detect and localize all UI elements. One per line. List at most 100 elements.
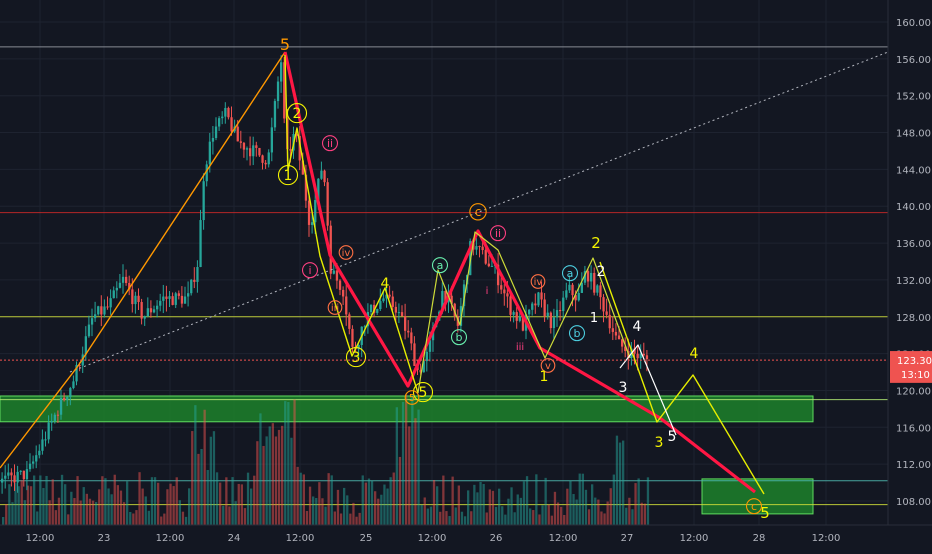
candle-body xyxy=(214,126,218,139)
candle-body xyxy=(397,312,401,314)
wave-label: iii xyxy=(516,342,524,353)
volume-bar xyxy=(457,485,460,525)
volume-bar xyxy=(212,431,216,525)
volume-bar xyxy=(473,484,476,525)
volume-bar xyxy=(122,502,126,525)
candle-body xyxy=(462,284,466,307)
candle-body xyxy=(128,282,131,290)
wave-label-circle xyxy=(450,329,468,346)
candle-body xyxy=(276,81,280,102)
candle-body xyxy=(633,348,636,354)
volume-bar xyxy=(215,472,219,525)
candle-body xyxy=(50,420,53,423)
candle-body xyxy=(221,116,224,119)
volume-bar xyxy=(463,516,467,525)
volume-bar xyxy=(91,500,95,525)
candle-body xyxy=(404,316,407,331)
volume-bar xyxy=(560,506,563,525)
candle-body xyxy=(444,291,447,303)
volume-bar xyxy=(141,488,144,525)
volume-bar xyxy=(423,497,426,525)
time-tick-label: 12:00 xyxy=(26,533,55,544)
candle-body xyxy=(236,126,239,142)
candle-body xyxy=(487,263,490,267)
volume-bar xyxy=(370,480,374,525)
wave-label: a xyxy=(437,259,444,272)
candle-body xyxy=(590,272,593,282)
volume-bar xyxy=(107,488,110,525)
candle-body xyxy=(521,316,525,331)
volume-bar xyxy=(54,510,57,525)
volume-bar xyxy=(584,489,588,525)
candle-body xyxy=(208,141,211,165)
volume-bar xyxy=(522,481,526,525)
volume-bar xyxy=(467,490,470,525)
volume-bar xyxy=(612,474,615,525)
candle-body xyxy=(283,62,286,119)
candle-body xyxy=(515,312,518,321)
wave-label: 5 xyxy=(409,393,415,404)
candle-body xyxy=(376,309,379,313)
trendline-dotted xyxy=(69,51,889,373)
candle-body xyxy=(227,107,230,118)
price-tick-label: 136.00 xyxy=(896,239,931,250)
volume-bar xyxy=(392,472,395,525)
volume-bar xyxy=(327,473,330,525)
volume-bar xyxy=(339,513,343,525)
volume-bar xyxy=(228,506,231,525)
candle-body xyxy=(369,304,373,313)
candle-body xyxy=(428,340,432,352)
volume-bar xyxy=(178,500,181,525)
candle-body xyxy=(298,135,301,161)
wave-label: 2 xyxy=(591,234,601,252)
wave-path-olive xyxy=(417,231,631,394)
candle-body xyxy=(35,455,38,462)
volume-bar xyxy=(405,394,408,525)
volume-bar xyxy=(290,437,293,525)
price-tick-label: 120.00 xyxy=(896,386,931,397)
volume-bar xyxy=(460,511,464,525)
volume-bar xyxy=(64,484,67,525)
volume-bar xyxy=(414,418,417,525)
wave-label: 4 xyxy=(690,346,699,362)
volume-bar xyxy=(470,511,473,525)
volume-bar xyxy=(358,512,361,525)
candle-body xyxy=(478,246,481,248)
volume-bar xyxy=(380,494,383,525)
price-tick-label: 160.00 xyxy=(896,18,931,29)
wave-label: i xyxy=(308,264,311,277)
wave-label-circle xyxy=(540,358,556,373)
volume-bar xyxy=(191,431,194,525)
volume-bar xyxy=(504,514,507,525)
price-tick-label: 148.00 xyxy=(896,129,931,140)
time-tick-label: 12:00 xyxy=(418,533,447,544)
candle-body xyxy=(568,284,571,291)
volume-bar xyxy=(163,513,166,525)
wave-label: i xyxy=(486,286,489,297)
volume-bar xyxy=(246,472,250,525)
volume-bar xyxy=(160,516,163,525)
candle-body xyxy=(338,280,342,290)
candle-body xyxy=(326,182,329,226)
volume-bar xyxy=(48,500,51,525)
candle-body xyxy=(121,276,125,283)
volume-bar xyxy=(634,483,637,525)
candle-body xyxy=(258,147,261,156)
candle-body xyxy=(53,414,56,421)
wave-label-circle xyxy=(530,274,546,289)
volume-bar xyxy=(284,401,287,525)
candle-body xyxy=(555,310,559,318)
volume-bar xyxy=(346,495,349,525)
volume-bar xyxy=(377,498,380,525)
wave-label: c xyxy=(751,500,757,513)
candle-body xyxy=(1,478,4,483)
wave-label: 3 xyxy=(619,380,628,396)
candle-body xyxy=(249,148,252,157)
volume-bar xyxy=(436,486,439,525)
volume-bar xyxy=(628,497,631,525)
wave-label-circle xyxy=(489,225,507,242)
volume-bar xyxy=(556,502,560,525)
candle-body xyxy=(593,272,596,293)
